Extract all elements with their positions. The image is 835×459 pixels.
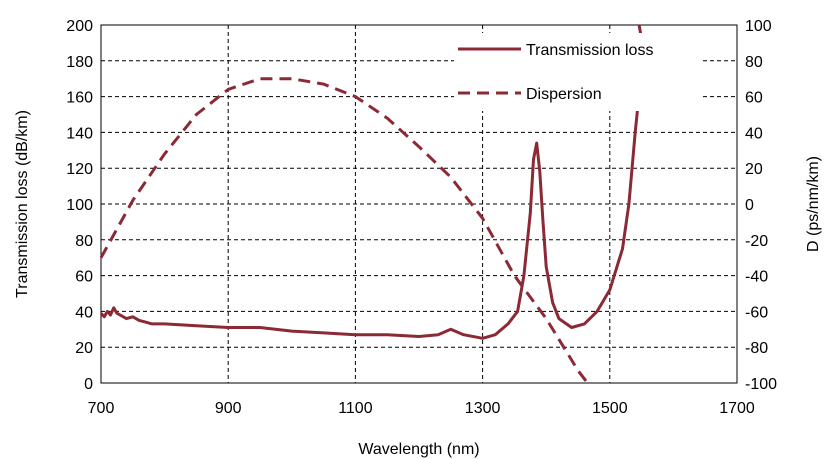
y-tick-label-right: -80 [745,340,768,357]
y-tick-label-right: -100 [745,376,777,393]
x-tick-label: 1100 [338,400,373,417]
y-tick-label-left: 160 [66,90,93,107]
y-axis-title-right: D (ps/nm/km) [805,156,822,252]
y-tick-label-right: 20 [745,161,763,178]
legend-background [454,33,702,111]
grid [101,25,737,383]
legend-label-dispersion: Dispersion [526,86,602,103]
y-tick-label-left: 20 [75,340,93,357]
y-tick-label-right: 80 [745,54,763,71]
legend: Transmission loss Dispersion [454,33,702,111]
y-tick-label-right: 100 [745,18,772,35]
y-tick-label-left: 0 [84,376,93,393]
y-tick-label-left: 100 [66,197,93,214]
y-tick-label-right: 60 [745,90,763,107]
y-tick-label-right: 0 [745,197,754,214]
y-tick-label-left: 140 [66,125,93,142]
tick-labels: 700 900 1100 1300 1500 1700 0 20 40 60 80 100 120 140… [66,18,777,417]
x-tick-label: 700 [88,400,115,417]
series-line-dispersion-1 [99,77,589,384]
y-tick-label-left: 200 [66,18,93,35]
y-tick-label-right: -60 [745,304,768,321]
x-tick-label: 1700 [719,400,755,417]
y-tick-label-left: 120 [66,161,93,178]
x-tick-label: 900 [215,400,242,417]
y-tick-label-right: 40 [745,125,763,142]
y-axis-title-left: Transmission loss (dB/km) [14,110,31,298]
y-tick-label-left: 80 [75,233,93,250]
y-tick-label-right: -20 [745,233,768,250]
x-axis-title: Wavelength (nm) [358,441,479,458]
y-tick-label-left: 180 [66,54,93,71]
x-tick-label: 1500 [592,400,628,417]
plot-frame [100,24,738,384]
y-tick-label-left: 60 [75,269,93,286]
legend-label-transmission-loss: Transmission loss [526,42,653,59]
x-tick-label: 1300 [465,400,501,417]
y-tick-label-right: -40 [745,269,768,286]
y-tick-label-left: 40 [75,304,93,321]
series-line-transmission-loss-0 [99,82,642,340]
